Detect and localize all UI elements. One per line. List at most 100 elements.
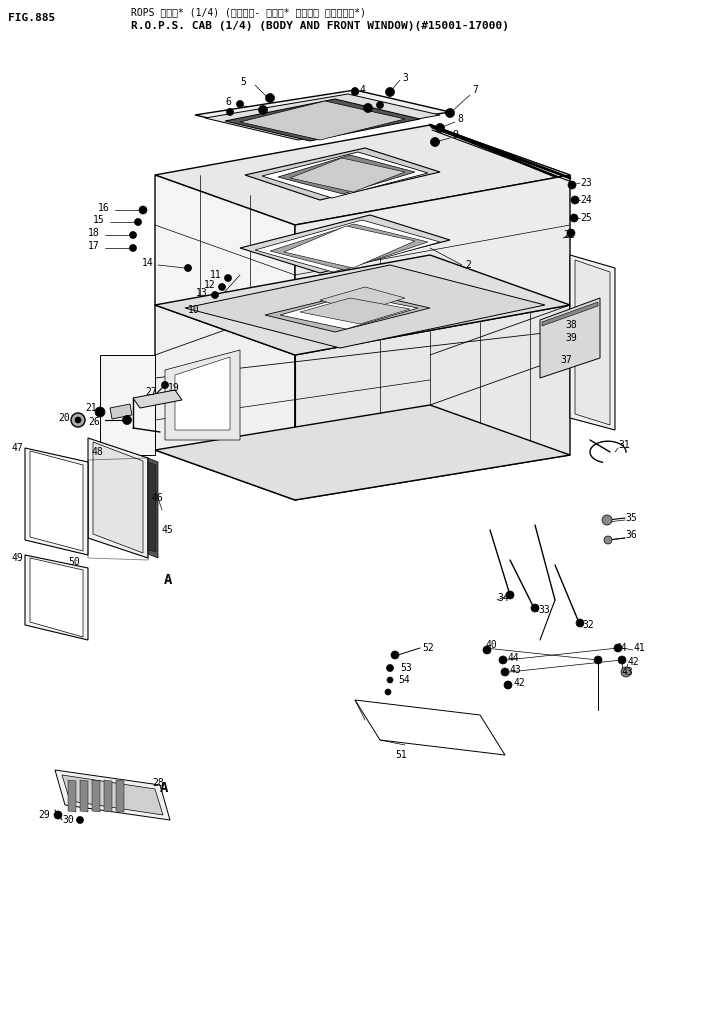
Text: 21: 21 — [85, 403, 97, 413]
Circle shape — [123, 415, 131, 424]
Text: 24: 24 — [580, 194, 591, 205]
Circle shape — [618, 656, 626, 664]
Polygon shape — [540, 298, 600, 378]
Polygon shape — [320, 287, 405, 312]
Circle shape — [594, 656, 602, 664]
Circle shape — [364, 103, 373, 112]
Text: 19: 19 — [168, 383, 180, 393]
Circle shape — [568, 181, 576, 189]
Text: 27: 27 — [145, 387, 157, 397]
Text: 5: 5 — [240, 77, 246, 87]
Circle shape — [386, 87, 395, 96]
Text: 20: 20 — [58, 413, 70, 423]
Circle shape — [386, 665, 393, 672]
Text: 17: 17 — [88, 241, 99, 251]
Polygon shape — [255, 220, 440, 272]
Circle shape — [77, 816, 84, 824]
Text: 41: 41 — [633, 643, 645, 653]
Polygon shape — [240, 101, 405, 140]
Circle shape — [236, 100, 244, 107]
Text: 32: 32 — [582, 620, 594, 630]
Circle shape — [445, 108, 454, 118]
Circle shape — [499, 656, 507, 664]
Circle shape — [506, 591, 514, 599]
Circle shape — [567, 229, 575, 237]
Circle shape — [571, 196, 579, 204]
Text: 51: 51 — [395, 750, 407, 760]
Text: 18: 18 — [88, 228, 99, 238]
Circle shape — [129, 232, 136, 238]
Polygon shape — [165, 350, 240, 440]
Text: 15: 15 — [93, 215, 105, 225]
Polygon shape — [270, 224, 428, 270]
Text: 2: 2 — [465, 260, 471, 270]
Circle shape — [95, 407, 105, 417]
Polygon shape — [155, 405, 570, 500]
Circle shape — [351, 88, 359, 95]
Circle shape — [351, 87, 359, 94]
Text: 43: 43 — [509, 665, 520, 675]
Text: 31: 31 — [618, 440, 630, 450]
Text: 49: 49 — [12, 553, 23, 563]
Text: 47: 47 — [12, 443, 23, 453]
Circle shape — [576, 619, 584, 627]
Polygon shape — [68, 780, 76, 812]
Circle shape — [387, 677, 393, 683]
Text: 39: 39 — [565, 333, 577, 343]
Circle shape — [501, 668, 509, 676]
Polygon shape — [148, 462, 156, 552]
Text: 10: 10 — [188, 305, 200, 315]
Text: 23: 23 — [580, 178, 591, 188]
Circle shape — [258, 105, 268, 114]
Polygon shape — [284, 226, 415, 268]
Circle shape — [71, 413, 85, 427]
Circle shape — [531, 604, 539, 612]
Polygon shape — [100, 355, 155, 455]
Polygon shape — [175, 357, 230, 430]
Text: 9: 9 — [452, 130, 458, 140]
Text: 11: 11 — [210, 270, 222, 280]
Polygon shape — [185, 265, 545, 348]
Circle shape — [376, 101, 383, 108]
Text: 50: 50 — [68, 557, 80, 567]
Circle shape — [602, 515, 612, 525]
Circle shape — [75, 417, 81, 423]
Circle shape — [161, 382, 168, 389]
Text: 22: 22 — [563, 230, 575, 240]
Polygon shape — [265, 292, 430, 332]
Text: ROPS キャブ* (1/4) (ボディー- オヨビ* フロント ウインドウ*): ROPS キャブ* (1/4) (ボディー- オヨビ* フロント ウインドウ*) — [131, 7, 366, 17]
Polygon shape — [116, 780, 124, 812]
Polygon shape — [280, 295, 418, 329]
Polygon shape — [25, 555, 88, 640]
Text: 35: 35 — [625, 513, 637, 523]
Text: 36: 36 — [625, 530, 637, 540]
Polygon shape — [133, 390, 182, 408]
Text: 44: 44 — [507, 653, 519, 663]
Circle shape — [483, 646, 491, 654]
Text: 46: 46 — [152, 493, 164, 503]
Text: 52: 52 — [422, 643, 434, 653]
Polygon shape — [225, 99, 420, 141]
Circle shape — [614, 644, 622, 652]
Circle shape — [604, 536, 612, 544]
Polygon shape — [80, 780, 88, 812]
Circle shape — [54, 811, 62, 819]
Text: 34: 34 — [497, 593, 509, 603]
Text: 42: 42 — [514, 678, 525, 688]
Polygon shape — [295, 175, 570, 355]
Polygon shape — [205, 94, 440, 140]
Text: 7: 7 — [472, 85, 478, 95]
Text: 54: 54 — [398, 675, 410, 685]
Polygon shape — [30, 451, 83, 551]
Circle shape — [129, 244, 136, 251]
Text: 13: 13 — [196, 288, 208, 298]
Text: 3: 3 — [402, 73, 408, 83]
Text: 4: 4 — [360, 85, 366, 95]
Polygon shape — [245, 148, 440, 200]
Circle shape — [385, 689, 391, 695]
Circle shape — [134, 219, 141, 226]
Circle shape — [621, 667, 631, 677]
Text: 37: 37 — [560, 355, 572, 365]
Polygon shape — [92, 780, 100, 812]
Polygon shape — [88, 438, 148, 558]
